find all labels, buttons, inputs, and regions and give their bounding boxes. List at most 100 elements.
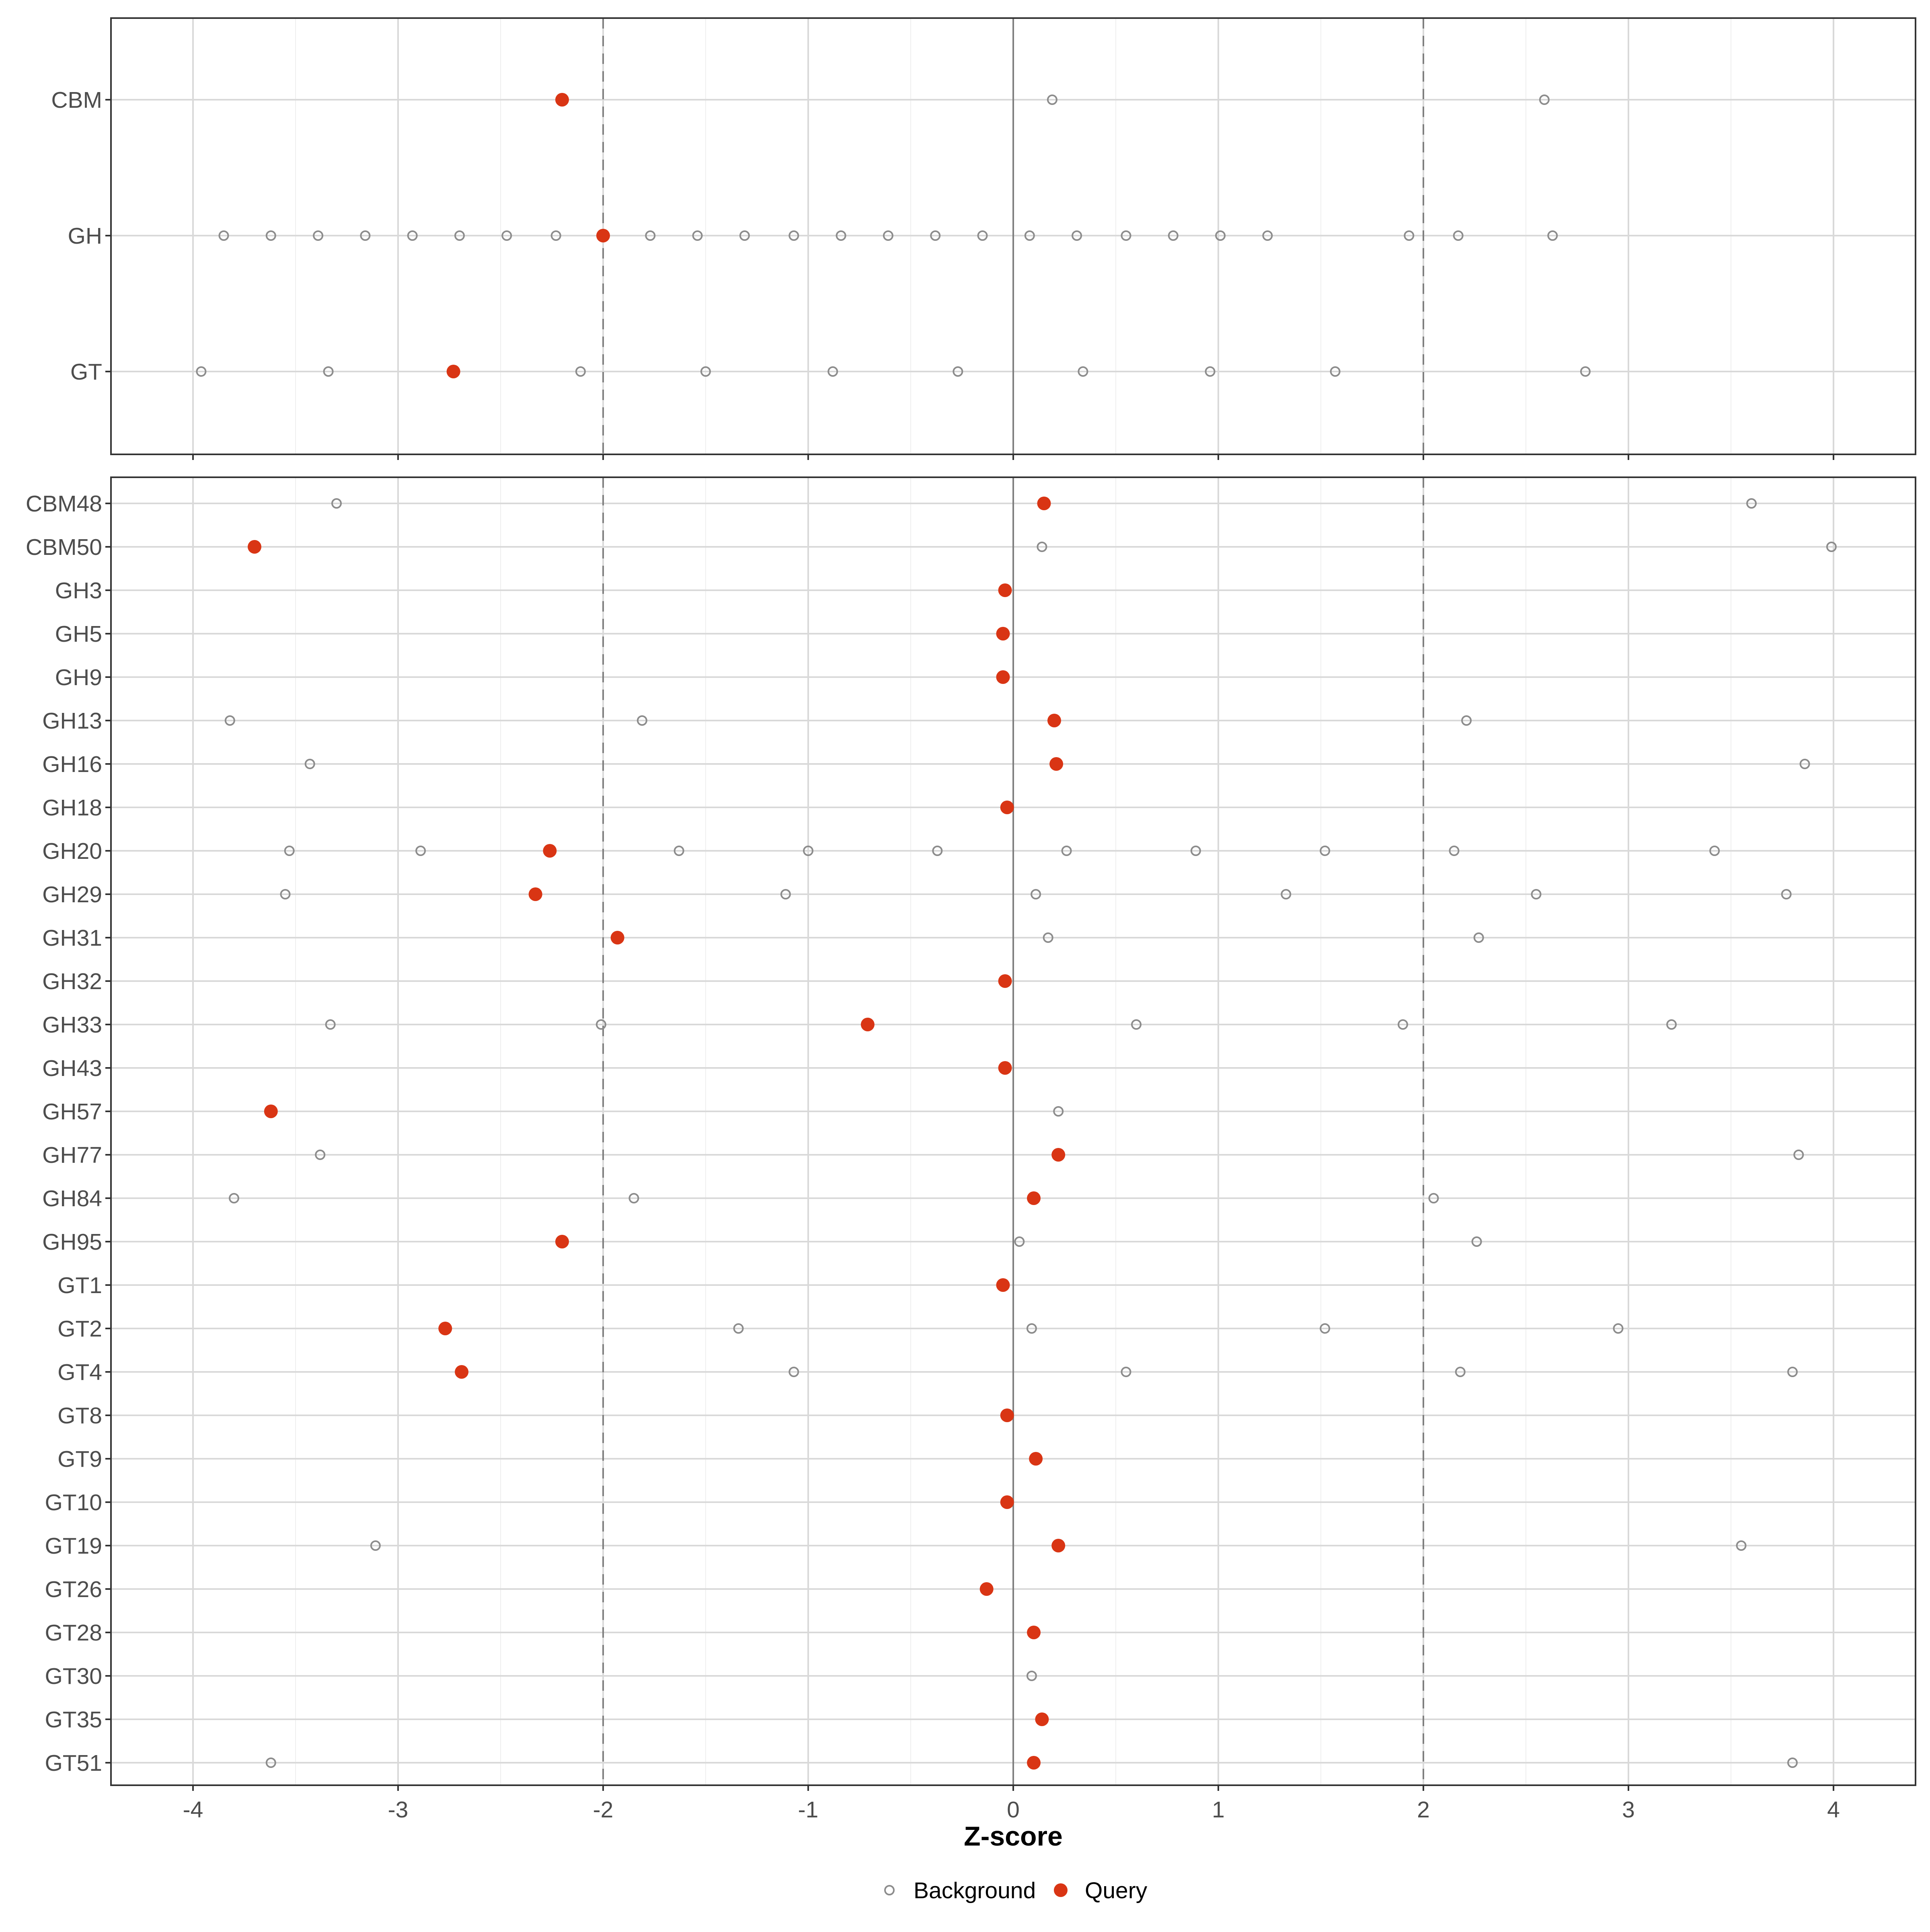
background-point <box>370 1540 381 1551</box>
query-point <box>555 93 569 107</box>
x-tick-label: 1 <box>1212 1797 1225 1823</box>
background-point <box>265 230 276 241</box>
query-point <box>1035 1712 1049 1726</box>
background-point <box>1461 715 1472 726</box>
background-point <box>1078 366 1088 377</box>
background-point <box>1320 1323 1330 1334</box>
background-point <box>1398 1019 1408 1030</box>
background-point <box>1455 1367 1466 1377</box>
background-point <box>1793 1150 1804 1160</box>
background-point <box>1787 1367 1798 1377</box>
background-point <box>1047 94 1057 105</box>
background-point <box>628 1193 639 1203</box>
background-point <box>788 230 799 241</box>
background-point <box>280 889 291 899</box>
background-point <box>827 366 838 377</box>
background-point <box>1613 1323 1624 1334</box>
y-tick-label: GT2 <box>57 1316 102 1342</box>
y-tick-label: GT19 <box>45 1533 102 1559</box>
background-point <box>575 366 586 377</box>
y-tick-label: GH29 <box>42 882 102 907</box>
background-point <box>1330 366 1341 377</box>
query-point <box>1027 1191 1041 1205</box>
y-tick-label: GT26 <box>45 1577 102 1602</box>
query-point <box>248 540 261 554</box>
y-tick-label: GT8 <box>57 1403 102 1429</box>
background-point <box>803 846 813 856</box>
x-tick-label: -2 <box>593 1797 614 1823</box>
background-point <box>739 230 750 241</box>
background-point <box>501 230 512 241</box>
y-tick-label: GT30 <box>45 1663 102 1689</box>
background-point <box>1190 846 1201 856</box>
legend-query-key <box>1054 1883 1068 1897</box>
background-point <box>1453 230 1464 241</box>
y-tick-label: GH18 <box>42 795 102 821</box>
background-point <box>1168 230 1179 241</box>
background-point <box>930 230 941 241</box>
query-point <box>1049 757 1064 771</box>
query-point <box>1047 714 1061 727</box>
query-point <box>998 1061 1012 1075</box>
background-point <box>636 715 647 726</box>
query-point <box>996 670 1010 684</box>
background-point <box>1547 230 1558 241</box>
query-point <box>1051 1539 1066 1552</box>
background-point <box>196 366 207 377</box>
background-point <box>977 230 988 241</box>
x-tick-label: 3 <box>1622 1797 1635 1823</box>
y-tick-label: GH5 <box>55 621 102 647</box>
query-point <box>1051 1148 1066 1162</box>
y-tick-label: GT <box>70 359 102 385</box>
background-point <box>1215 230 1226 241</box>
query-point <box>1000 1408 1014 1422</box>
query-point <box>996 1278 1010 1292</box>
background-point <box>1024 230 1035 241</box>
background-point <box>1799 759 1810 769</box>
summary-panel: CBM GH GT <box>51 17 1916 460</box>
background-point <box>229 1193 239 1203</box>
query-point <box>438 1322 452 1335</box>
x-tick-label: 2 <box>1417 1797 1430 1823</box>
background-point <box>1404 230 1415 241</box>
background-point <box>1121 1367 1131 1377</box>
background-point <box>1072 230 1082 241</box>
query-point <box>1027 1626 1041 1639</box>
background-point <box>1471 1236 1482 1247</box>
y-tick-label: CBM <box>51 87 102 113</box>
background-point <box>1026 1671 1037 1681</box>
x-axis: -4 -3 -2 -1 0 1 2 3 4 <box>183 1797 1840 1823</box>
background-point <box>550 230 561 241</box>
y-tick-label: GH77 <box>42 1142 102 1168</box>
background-point <box>692 230 703 241</box>
background-point <box>836 230 846 241</box>
query-point <box>610 931 624 944</box>
background-point <box>1043 932 1053 943</box>
background-point <box>1037 542 1047 552</box>
x-tick-label: -3 <box>388 1797 409 1823</box>
background-point <box>454 230 465 241</box>
background-point <box>284 846 295 856</box>
legend-background-key <box>884 1885 895 1895</box>
y-tick-label: GH16 <box>42 751 102 777</box>
query-point <box>1000 1495 1014 1509</box>
y-tick-label: GT9 <box>57 1446 102 1472</box>
background-point <box>673 846 684 856</box>
background-point <box>1205 366 1215 377</box>
background-point <box>1826 542 1837 552</box>
background-point <box>1746 498 1757 509</box>
background-point <box>304 759 315 769</box>
y-tick-label: CBM50 <box>26 534 102 560</box>
y-tick-label: GT1 <box>57 1273 102 1298</box>
y-tick-label: GT51 <box>45 1750 102 1776</box>
query-point <box>1037 497 1051 510</box>
y-tick-label: GH20 <box>42 838 102 864</box>
y-tick-label: GH95 <box>42 1229 102 1255</box>
query-point <box>596 229 610 242</box>
background-point <box>595 1019 606 1030</box>
background-point <box>1580 366 1591 377</box>
background-point <box>323 366 334 377</box>
x-tick-label: 0 <box>1007 1797 1020 1823</box>
